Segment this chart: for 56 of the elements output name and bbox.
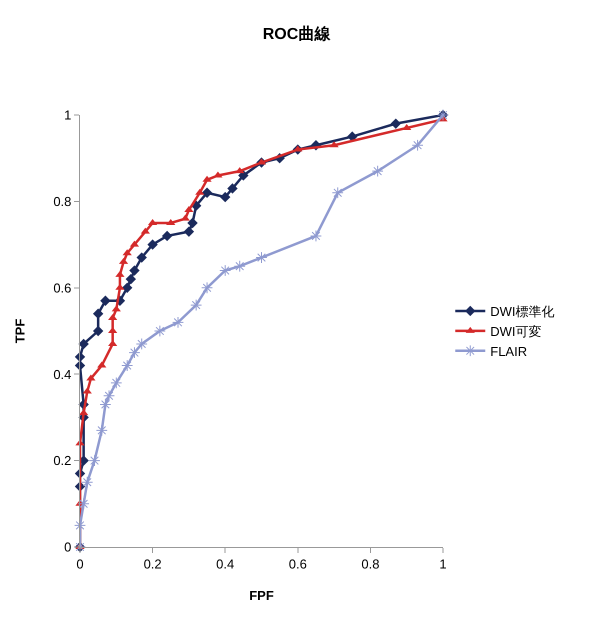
y-tick-label: 1: [64, 108, 72, 123]
legend-label: DWI可変: [490, 324, 542, 339]
point: [202, 188, 212, 198]
y-tick-label: 0.6: [53, 280, 72, 296]
y-axis-title: TPF: [12, 318, 28, 344]
x-tick-label: 1: [439, 556, 447, 572]
y-tick-label: 0.8: [53, 194, 72, 209]
point: [220, 192, 230, 202]
point: [412, 139, 424, 152]
point: [256, 252, 268, 264]
x-tick-label: 0.8: [361, 556, 380, 572]
point: [128, 346, 140, 358]
x-tick-label: 0.2: [144, 556, 162, 572]
point: [122, 282, 132, 293]
point: [92, 326, 104, 336]
y-tick-label: 0.4: [53, 366, 72, 382]
point: [103, 390, 115, 402]
point: [78, 338, 89, 350]
legend-label: DWI標準化: [490, 304, 555, 320]
point: [332, 186, 344, 199]
point: [121, 360, 134, 372]
point: [219, 264, 232, 276]
point: [126, 274, 136, 284]
point: [187, 218, 198, 228]
point: [88, 454, 100, 466]
point: [147, 239, 158, 250]
point: [92, 308, 104, 319]
point: [81, 476, 94, 488]
point: [227, 183, 238, 194]
point: [172, 316, 184, 328]
point: [110, 376, 122, 389]
y-tick-label: 0: [64, 540, 72, 555]
point: [238, 170, 249, 181]
point: [190, 299, 202, 311]
point: [310, 230, 322, 242]
x-axis-title: FPF: [249, 588, 274, 604]
y-tick-label: 0.2: [53, 453, 72, 468]
point: [129, 265, 140, 276]
point: [234, 260, 246, 272]
x-tick-label: 0.6: [288, 556, 307, 572]
point: [100, 398, 112, 410]
point: [372, 165, 384, 178]
point: [184, 226, 194, 237]
x-tick-label: 0: [76, 556, 84, 572]
point: [78, 498, 90, 510]
point: [390, 118, 402, 129]
point: [201, 282, 213, 294]
point: [136, 338, 148, 350]
point: [154, 325, 166, 337]
point: [96, 424, 108, 436]
point: [136, 252, 147, 263]
x-tick-label: 0.4: [216, 556, 234, 572]
point: [162, 230, 172, 242]
legend-label: FLAIR: [490, 344, 528, 359]
point: [100, 296, 111, 306]
chart-title: ROC曲線: [262, 24, 332, 43]
